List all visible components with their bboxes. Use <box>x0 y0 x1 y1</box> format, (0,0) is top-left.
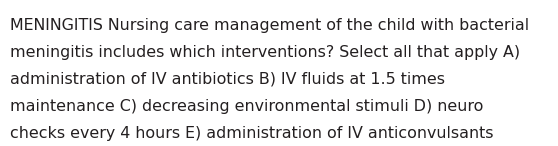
Text: MENINGITIS Nursing care management of the child with bacterial: MENINGITIS Nursing care management of th… <box>10 18 529 33</box>
Text: maintenance C) decreasing environmental stimuli D) neuro: maintenance C) decreasing environmental … <box>10 99 483 114</box>
Text: administration of IV antibiotics B) IV fluids at 1.5 times: administration of IV antibiotics B) IV f… <box>10 72 445 87</box>
Text: checks every 4 hours E) administration of IV anticonvulsants: checks every 4 hours E) administration o… <box>10 126 493 141</box>
Text: meningitis includes which interventions? Select all that apply A): meningitis includes which interventions?… <box>10 45 520 60</box>
